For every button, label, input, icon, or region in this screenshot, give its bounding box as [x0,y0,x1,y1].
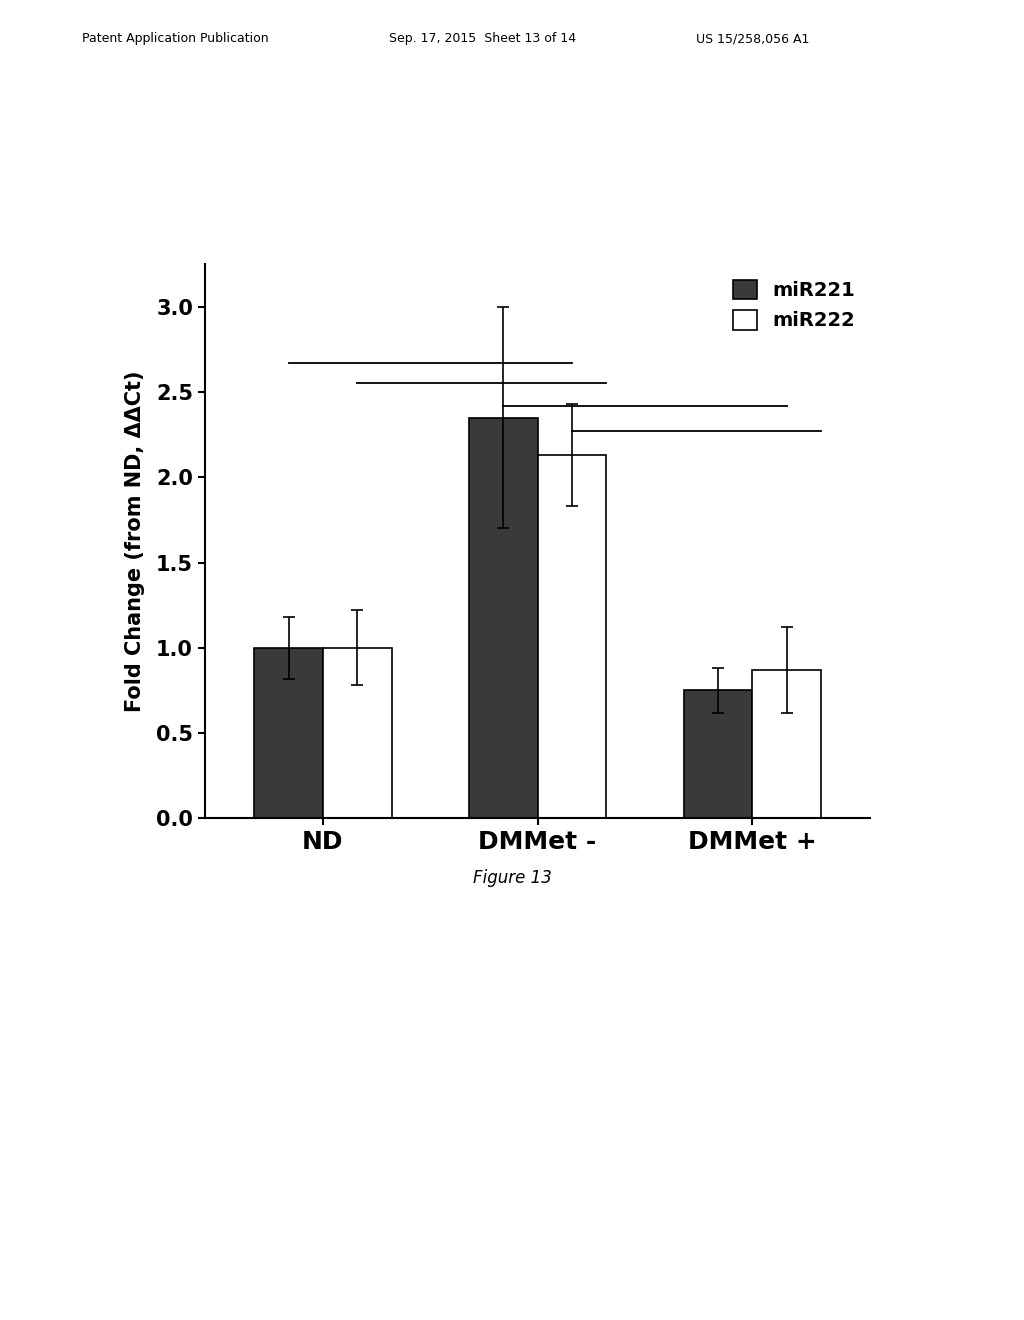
Text: Patent Application Publication: Patent Application Publication [82,32,268,45]
Bar [323,648,391,818]
Y-axis label: Fold Change (from ND, ΔΔCt): Fold Change (from ND, ΔΔCt) [125,371,144,711]
Bar [753,671,821,818]
Legend: miR221, miR222: miR221, miR222 [727,273,861,337]
Bar [684,690,753,818]
Bar [538,455,606,818]
Bar [469,417,538,818]
Bar [254,648,323,818]
Text: US 15/258,056 A1: US 15/258,056 A1 [696,32,810,45]
Text: Sep. 17, 2015  Sheet 13 of 14: Sep. 17, 2015 Sheet 13 of 14 [389,32,577,45]
Text: Figure 13: Figure 13 [472,869,552,887]
